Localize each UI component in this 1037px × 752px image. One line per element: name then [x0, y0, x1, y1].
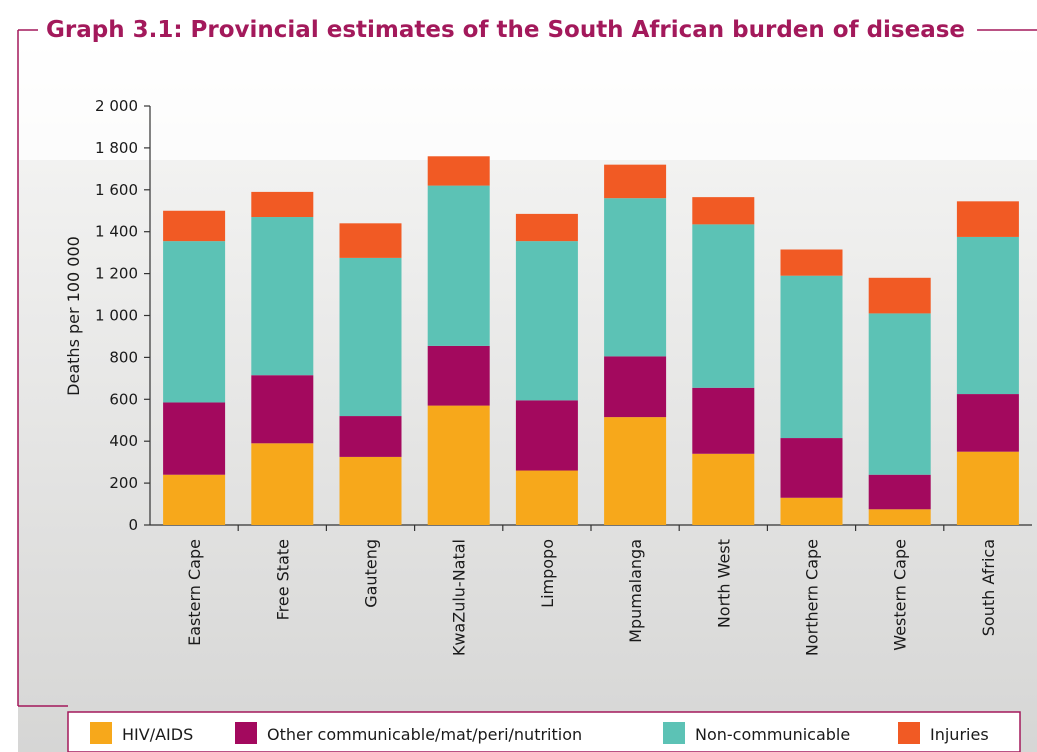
bar-segment-other-communicable-mat-peri-nutrition — [163, 402, 226, 475]
bar-segment-other-communicable-mat-peri-nutrition — [427, 345, 490, 406]
y-tick-label: 1 000 — [95, 307, 138, 325]
legend-label: Injuries — [930, 725, 989, 744]
bar-segment-other-communicable-mat-peri-nutrition — [604, 356, 667, 418]
bar-segment-other-communicable-mat-peri-nutrition — [251, 375, 314, 444]
y-tick-label: 400 — [109, 432, 138, 450]
x-tick-label: Eastern Cape — [185, 539, 204, 646]
bar-segment-hiv-aids — [692, 453, 755, 525]
bar-segment-hiv-aids — [780, 497, 843, 525]
y-tick-label: 800 — [109, 348, 138, 366]
bar-segment-other-communicable-mat-peri-nutrition — [692, 387, 755, 454]
y-ticks: 0 200 400 600 800 1 000 1 200 1 400 1 600 1 800 2 … — [95, 97, 150, 534]
bar-segment-injuries — [515, 213, 578, 242]
bar-segment-non-communicable — [163, 241, 226, 403]
bar-segment-other-communicable-mat-peri-nutrition — [956, 394, 1019, 452]
y-tick-label: 1 400 — [95, 223, 138, 241]
bar-segment-non-communicable — [339, 257, 402, 417]
bar-segment-hiv-aids — [604, 417, 667, 525]
x-tick-label: Mpumalanga — [626, 539, 645, 643]
x-tick-label: Free State — [273, 539, 292, 620]
y-tick-label: 1 200 — [95, 265, 138, 283]
bar-segment-injuries — [692, 197, 755, 225]
bar-segment-injuries — [427, 156, 490, 186]
x-tick-label: Limpopo — [538, 539, 557, 608]
bar-segment-hiv-aids — [956, 451, 1019, 525]
y-tick-label: 0 — [128, 516, 138, 534]
x-tick-label: North West — [714, 539, 733, 628]
bar-segment-non-communicable — [427, 185, 490, 346]
bar-segment-injuries — [251, 191, 314, 218]
bar-segment-non-communicable — [780, 275, 843, 439]
legend: HIV/AIDS Other communicable/mat/peri/nutr… — [90, 722, 989, 744]
bar-segment-non-communicable — [692, 224, 755, 388]
bar-segment-hiv-aids — [427, 405, 490, 525]
bar-segment-hiv-aids — [163, 474, 226, 525]
y-tick-label: 600 — [109, 390, 138, 408]
x-tick-label: Gauteng — [362, 539, 381, 608]
bar-segment-non-communicable — [515, 241, 578, 401]
bar-segment-hiv-aids — [515, 470, 578, 525]
y-tick-label: 1 800 — [95, 139, 138, 157]
bar-segment-injuries — [604, 164, 667, 199]
legend-label: Other communicable/mat/peri/nutrition — [267, 725, 582, 744]
bar-segment-injuries — [339, 223, 402, 258]
y-tick-label: 200 — [109, 474, 138, 492]
bar-segment-injuries — [956, 201, 1019, 237]
bar-segment-hiv-aids — [339, 456, 402, 525]
legend-label: HIV/AIDS — [122, 725, 193, 744]
x-tick-labels: Eastern Cape Free State Gauteng KwaZulu-Nat… — [185, 539, 998, 656]
bar-segment-other-communicable-mat-peri-nutrition — [868, 474, 931, 510]
bar-segment-non-communicable — [604, 198, 667, 357]
legend-swatch — [90, 722, 112, 744]
bar-segment-other-communicable-mat-peri-nutrition — [780, 438, 843, 498]
x-tick-label: Northern Cape — [803, 539, 822, 656]
bar-segment-hiv-aids — [251, 443, 314, 525]
legend-swatch — [898, 722, 920, 744]
y-axis-label: Deaths per 100 000 — [64, 236, 83, 396]
bar-segment-non-communicable — [956, 236, 1019, 395]
x-ticks — [237, 525, 945, 531]
x-tick-label: Western Cape — [891, 539, 910, 651]
x-tick-label: South Africa — [979, 539, 998, 636]
x-tick-label: KwaZulu-Natal — [450, 539, 469, 656]
bar-segment-injuries — [780, 249, 843, 276]
chart-background-highlight — [0, 0, 1037, 160]
bar-segment-other-communicable-mat-peri-nutrition — [339, 416, 402, 457]
bar-segment-other-communicable-mat-peri-nutrition — [515, 400, 578, 471]
legend-swatch — [235, 722, 257, 744]
bars — [163, 156, 1019, 525]
legend-box — [67, 711, 1021, 752]
bar-segment-injuries — [868, 277, 931, 314]
bar-segment-hiv-aids — [868, 509, 931, 525]
y-tick-label: 2 000 — [95, 97, 138, 115]
y-tick-label: 1 600 — [95, 181, 138, 199]
bar-segment-non-communicable — [868, 313, 931, 475]
legend-label: Non-communicable — [695, 725, 850, 744]
chart-title: Graph 3.1: Provincial estimates of the S… — [46, 17, 965, 43]
bar-segment-non-communicable — [251, 217, 314, 376]
legend-swatch — [663, 722, 685, 744]
bar-segment-injuries — [163, 210, 226, 242]
